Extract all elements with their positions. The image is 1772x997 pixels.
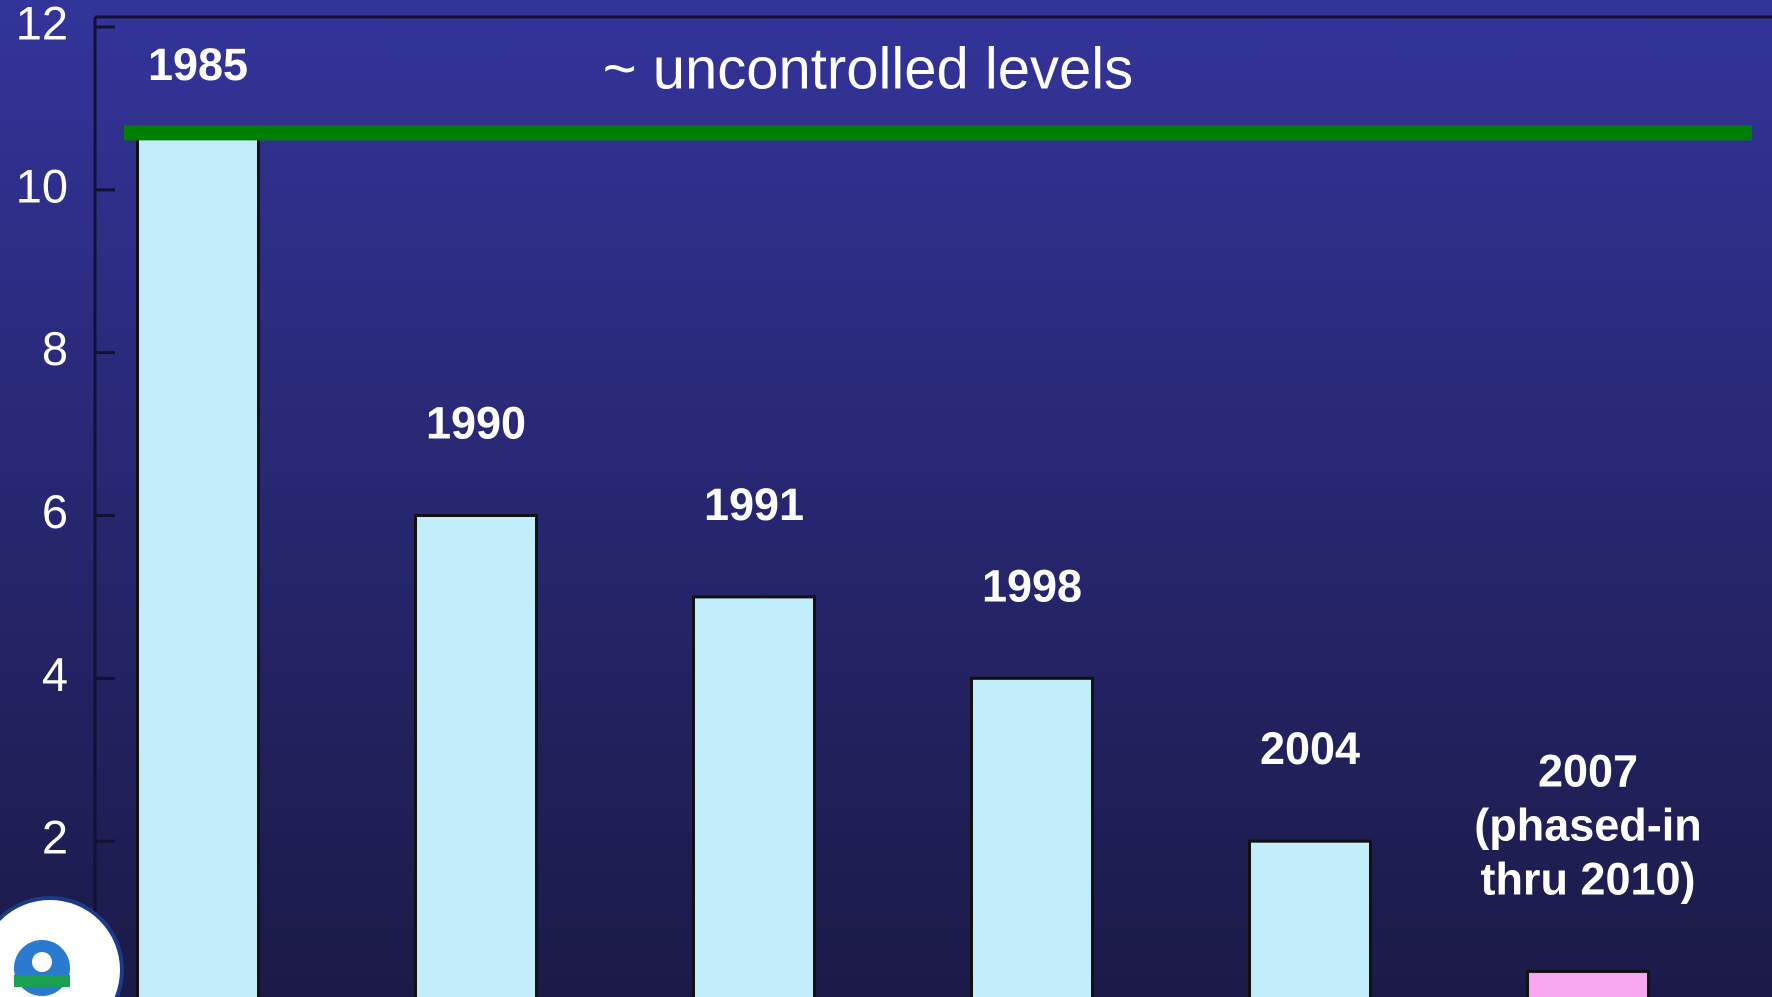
logo <box>0 896 124 997</box>
category-label: 1990 <box>426 397 526 448</box>
bar <box>1526 969 1650 997</box>
annotation: ~ uncontrolled levels <box>603 36 1133 101</box>
bar <box>970 676 1094 997</box>
category-label: 1998 <box>982 560 1082 611</box>
y-tick-label: 12 <box>16 0 68 49</box>
y-tick-label: 4 <box>42 648 68 701</box>
y-tick-label: 6 <box>42 485 68 538</box>
bar <box>1248 839 1372 997</box>
category-label: 2004 <box>1260 723 1360 774</box>
category-label: 1985 <box>148 39 248 90</box>
y-tick-label: 10 <box>16 159 68 212</box>
category-label: 2007 (phased-in thru 2010) <box>1474 745 1702 904</box>
category-label: 1991 <box>704 479 804 530</box>
y-tick-label: 8 <box>42 322 68 375</box>
bar <box>692 595 816 997</box>
bar <box>136 131 260 997</box>
y-tick-label: 2 <box>42 811 68 864</box>
bar <box>414 514 538 997</box>
